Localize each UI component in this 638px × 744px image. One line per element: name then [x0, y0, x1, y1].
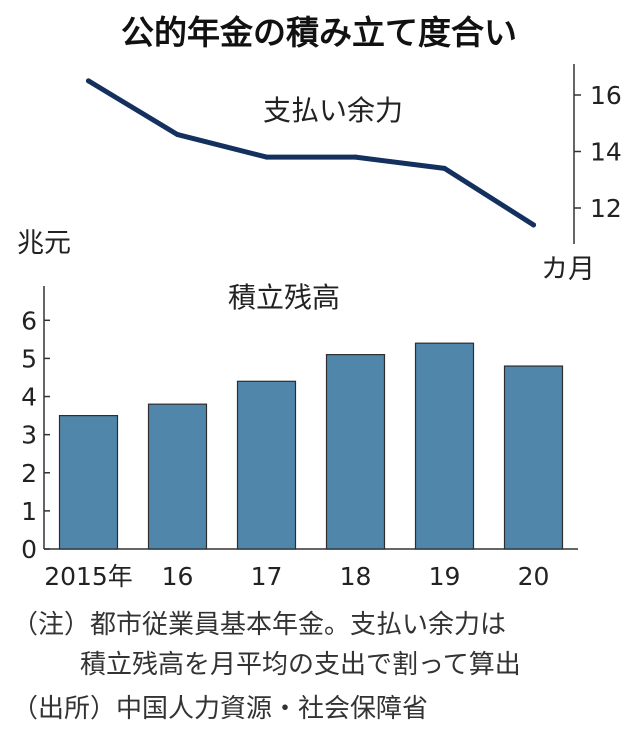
bar-y-tick-label: 2: [21, 459, 37, 488]
bar-x-tick-label: 17: [251, 562, 283, 591]
line-y-tick-label: 14: [590, 138, 622, 167]
bar-x-tick-label: 2015年: [44, 562, 133, 591]
line-y-unit: カ月: [541, 254, 595, 285]
bar: [325, 354, 386, 550]
bar: [58, 414, 119, 550]
line-point: [175, 132, 180, 138]
note-line-2: 積立残高を月平均の支出で割って算出: [80, 650, 521, 680]
line-y-tick-label: 12: [590, 194, 622, 223]
line-y-axis: 12 14 16: [573, 64, 622, 244]
line-point: [86, 78, 91, 84]
bar-x-tick-label: 18: [340, 562, 372, 591]
bar-chart-title: 積立残高: [228, 281, 340, 314]
line-series-path: [86, 78, 536, 228]
bar: [414, 342, 475, 550]
line-series-group: [86, 78, 536, 228]
line-y-tick-label: 16: [590, 81, 622, 110]
bar-x-tick-label: 19: [429, 562, 461, 591]
line-point: [442, 165, 447, 171]
bar-chart: 兆元 積立残高 0 1 2 3 4 5 6 2015年 16 17 18 19 20: [17, 228, 578, 591]
bar-x-tick-label: 20: [518, 562, 550, 591]
line-point: [353, 154, 358, 160]
bar-y-tick-label: 5: [21, 344, 37, 373]
bar: [147, 403, 208, 550]
bar-y-axis: 0 1 2 3 4 5 6: [21, 286, 578, 564]
note-line-1: （注）都市従業員基本年金。支払い余力は: [12, 610, 506, 640]
bar-y-tick-label: 4: [21, 383, 37, 412]
bar-y-tick-label: 3: [21, 421, 37, 450]
bar-series-group: [58, 342, 564, 550]
bar-y-unit: 兆元: [17, 228, 71, 259]
bar-y-tick-label: 0: [21, 535, 37, 564]
notes: （注）都市従業員基本年金。支払い余力は 積立残高を月平均の支出で割って算出 （出…: [12, 610, 521, 724]
bar-x-tick-label: 16: [162, 562, 194, 591]
title-layer: 公的年金の積み立て度合い: [121, 13, 517, 52]
bar-y-tick-label: 6: [21, 306, 37, 335]
line-point: [531, 222, 536, 228]
bar: [503, 365, 564, 550]
bar: [236, 380, 297, 550]
bar-x-axis: 2015年 16 17 18 19 20: [44, 562, 549, 591]
bar-y-tick-label: 1: [21, 497, 37, 526]
chart-title: 公的年金の積み立て度合い: [121, 13, 517, 52]
line-point: [264, 154, 269, 160]
line-chart: 支払い余力 12 14 16 カ月: [86, 64, 622, 285]
line-chart-title: 支払い余力: [263, 94, 403, 127]
source-line: （出所）中国人力資源・社会保障省: [12, 694, 428, 724]
